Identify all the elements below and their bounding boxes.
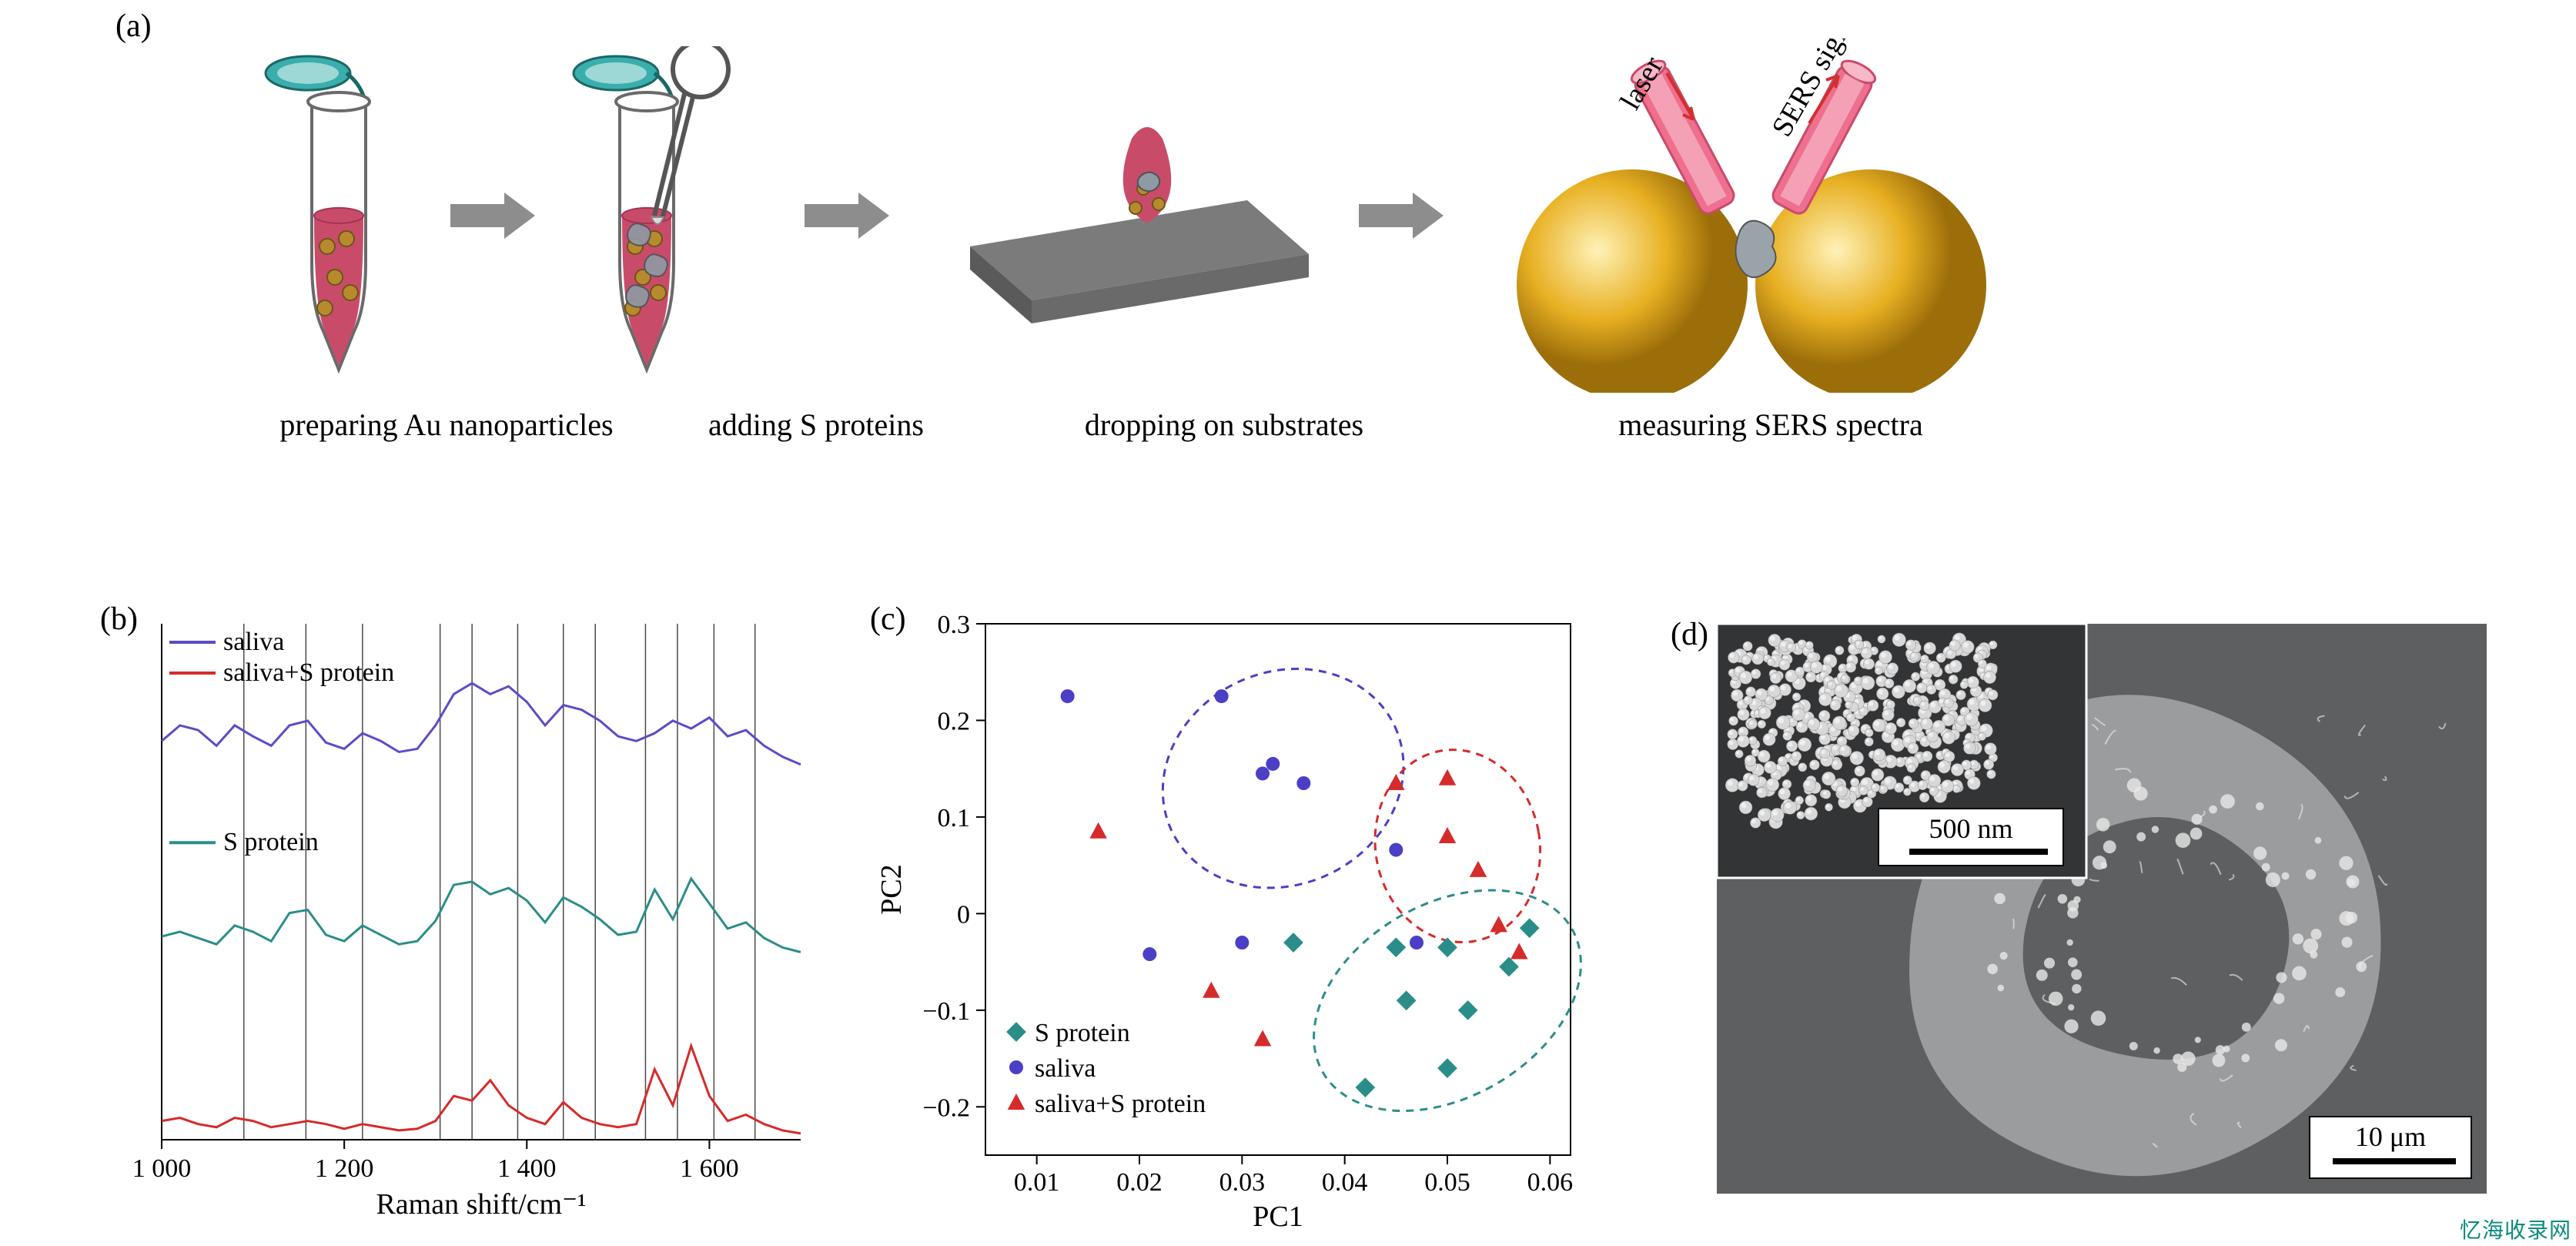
svg-text:1 200: 1 200: [315, 1154, 374, 1183]
svg-text:PC1: PC1: [1253, 1201, 1303, 1232]
panel-c-tag: (c): [870, 601, 906, 638]
panel-b: (b) 1 000 1 200 1 400 1 600 Raman shift/cm⁻¹…: [62, 601, 816, 1217]
svg-text:0.06: 0.06: [1527, 1168, 1574, 1197]
svg-text:saliva+S protein: saliva+S protein: [1035, 1090, 1206, 1118]
svg-text:−0.2: −0.2: [922, 1094, 970, 1122]
svg-text:1 600: 1 600: [680, 1154, 739, 1183]
svg-text:S protein: S protein: [1035, 1019, 1130, 1047]
panel-d-tag: (d): [1671, 616, 1708, 653]
substrate-drop: [924, 46, 1324, 385]
svg-text:0.05: 0.05: [1424, 1168, 1470, 1197]
svg-text:1 000: 1 000: [132, 1154, 192, 1183]
caption-step-3: dropping on substrates: [978, 407, 1470, 443]
svg-text:0: 0: [957, 900, 970, 929]
svg-text:PC2: PC2: [875, 864, 908, 914]
svg-text:1 400: 1 400: [497, 1154, 557, 1183]
tube-dropper: [570, 46, 770, 385]
svg-text:0.01: 0.01: [1014, 1168, 1060, 1197]
arrow-3: [1355, 185, 1447, 246]
svg-text:saliva: saliva: [1035, 1054, 1096, 1083]
arrow-2: [801, 185, 893, 246]
svg-text:S protein: S protein: [223, 828, 319, 856]
caption-step-1: preparing Au nanoparticles: [239, 407, 654, 443]
panel-a: (a) laserSERS signal preparing Au nanopa…: [62, 8, 2510, 562]
svg-text:0.2: 0.2: [938, 707, 971, 735]
svg-text:0.03: 0.03: [1219, 1168, 1266, 1197]
panel-c: (c) 0.01 0.02 0.03 0.04 0.05 0.06 −0.2 −0.1 0 0.1…: [862, 601, 1601, 1232]
spectra-chart: 1 000 1 200 1 400 1 600 Raman shift/cm⁻¹ sali…: [62, 601, 816, 1217]
caption-step-2: adding S proteins: [654, 407, 978, 443]
sers-measure: laserSERS signal: [1478, 39, 2002, 393]
svg-text:saliva: saliva: [223, 628, 284, 656]
svg-text:0.3: 0.3: [938, 611, 971, 639]
svg-text:0.02: 0.02: [1116, 1168, 1163, 1197]
pca-scatter: 0.01 0.02 0.03 0.04 0.05 0.06 −0.2 −0.1 0 0.1 0.2 0…: [862, 601, 1601, 1232]
svg-text:0.1: 0.1: [938, 804, 971, 832]
svg-text:−0.1: −0.1: [922, 997, 970, 1026]
svg-text:Raman shift/cm⁻¹: Raman shift/cm⁻¹: [376, 1188, 586, 1217]
caption-step-4: measuring SERS spectra: [1470, 407, 2071, 443]
panel-b-tag: (b): [100, 601, 138, 638]
tube-aunp: [262, 46, 416, 385]
svg-text:saliva+S protein: saliva+S protein: [223, 658, 394, 687]
panel-a-row: laserSERS signal: [62, 8, 2510, 393]
panel-a-captions: preparing Au nanoparticles adding S prot…: [62, 407, 2510, 443]
svg-text:500 nm: 500 nm: [1929, 813, 2012, 844]
panel-a-tag: (a): [115, 8, 152, 45]
sem-image: 500 nm 10 μm: [1717, 624, 2487, 1194]
watermark: 忆海收录网: [2460, 1214, 2571, 1244]
svg-text:10 μm: 10 μm: [2355, 1121, 2426, 1152]
arrow-1: [447, 185, 539, 246]
panel-d: (d) 500 nm 10 μm: [1671, 616, 2487, 1209]
svg-text:0.04: 0.04: [1322, 1168, 1368, 1197]
